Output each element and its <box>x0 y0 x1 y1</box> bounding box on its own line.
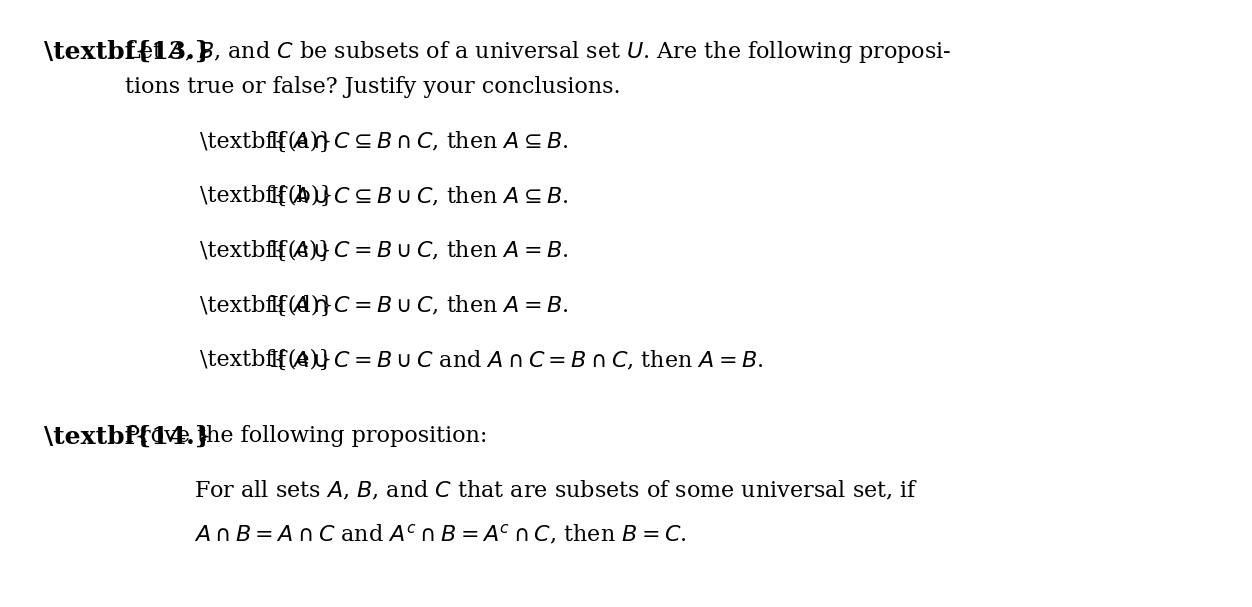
Text: If $A \cup C \subseteq B \cup C$, then $A \subseteq B$.: If $A \cup C \subseteq B \cup C$, then $… <box>269 185 568 208</box>
Text: If $A \cap C = B \cup C$, then $A = B$.: If $A \cap C = B \cup C$, then $A = B$. <box>269 294 568 317</box>
Text: \textbf{(a)}: \textbf{(a)} <box>200 131 333 152</box>
Text: \textbf{14.}: \textbf{14.} <box>44 425 210 449</box>
Text: $A \cap B = A \cap C$ and $A^c \cap B = A^c \cap C$, then $B = C$.: $A \cap B = A \cap C$ and $A^c \cap B = … <box>194 522 686 546</box>
Text: If $A \cup C = B \cup C$ and $A \cap C = B \cap C$, then $A = B$.: If $A \cup C = B \cup C$ and $A \cap C =… <box>269 349 764 372</box>
Text: \textbf{(b)}: \textbf{(b)} <box>200 185 334 207</box>
Text: tions true or false? Justify your conclusions.: tions true or false? Justify your conclu… <box>125 76 621 98</box>
Text: \textbf{(d)}: \textbf{(d)} <box>200 294 334 316</box>
Text: \textbf{(e)}: \textbf{(e)} <box>200 349 333 371</box>
Text: \textbf{13.}: \textbf{13.} <box>44 39 210 64</box>
Text: Let $A$, $B$, and $C$ be subsets of a universal set $U$. Are the following propo: Let $A$, $B$, and $C$ be subsets of a un… <box>125 39 952 66</box>
Text: If $A \cup C = B \cup C$, then $A = B$.: If $A \cup C = B \cup C$, then $A = B$. <box>269 240 568 263</box>
Text: If $A \cap C \subseteq B \cap C$, then $A \subseteq B$.: If $A \cap C \subseteq B \cap C$, then $… <box>269 131 568 154</box>
Text: Prove the following proposition:: Prove the following proposition: <box>125 425 487 447</box>
Text: \textbf{(c)}: \textbf{(c)} <box>200 240 332 262</box>
Text: For all sets $A$, $B$, and $C$ that are subsets of some universal set, if: For all sets $A$, $B$, and $C$ that are … <box>194 480 919 503</box>
